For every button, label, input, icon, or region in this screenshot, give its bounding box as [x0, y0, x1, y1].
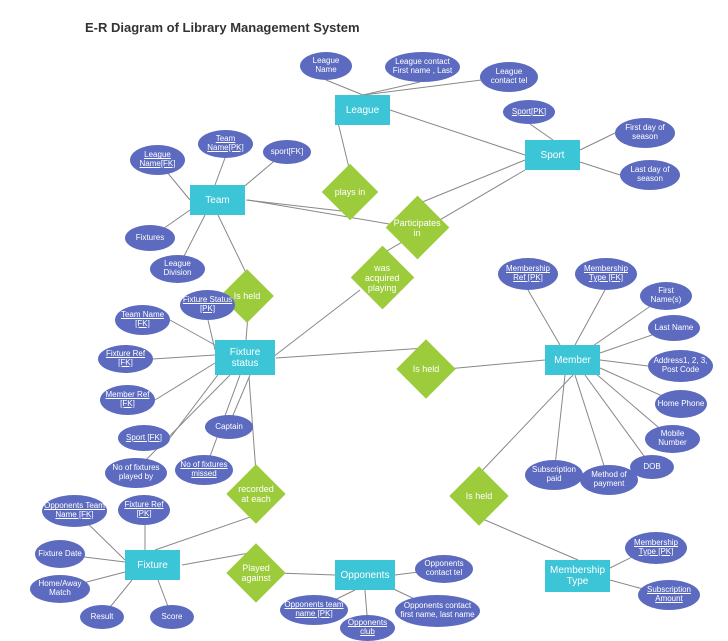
relationship-plays_in: plays in [322, 164, 379, 221]
attribute-league_division: League Division [150, 255, 205, 283]
attribute-fixture_status_pk: Fixture Status [PK] [180, 290, 235, 320]
attribute-league_name: League Name [300, 52, 352, 80]
entity-fixture_status: Fixture status [215, 340, 275, 375]
attribute-membership_ref_pk: Membership Ref [PK] [498, 258, 558, 290]
diagram-title: E-R Diagram of Library Management System [85, 20, 360, 35]
attribute-league_name_fk: League Name[FK] [130, 145, 185, 175]
attribute-first_day: First day of season [615, 118, 675, 148]
attribute-opp_contact_tel: Opponents contact tel [415, 555, 473, 583]
attribute-league_contact_name: League contact First name , Last [385, 52, 460, 82]
entity-member: Member [545, 345, 600, 375]
relationship-recorded_at: recorded at each [226, 464, 285, 523]
relationship-was_acquired: was acquired playing [351, 246, 415, 310]
attribute-address: Address1, 2, 3, Post Code [648, 350, 713, 382]
attribute-captain: Captain [205, 415, 253, 439]
attribute-member_ref_fk: Member Ref [FK] [100, 385, 155, 415]
attribute-membership_type_pk: Membership Type [PK] [625, 532, 687, 564]
attribute-opp_team_name_fk: Opponents Team Name [FK] [42, 495, 107, 527]
entity-fixture: Fixture [125, 550, 180, 580]
attribute-last_name: Last Name [648, 315, 700, 341]
entity-sport: Sport [525, 140, 580, 170]
attribute-mobile_number: Mobile Number [645, 425, 700, 453]
attribute-method_payment: Method of payment [580, 465, 638, 495]
attribute-opp_contact_name: Opponents contact first name, last name [395, 595, 480, 627]
relationship-is_held_2: Is held [396, 339, 455, 398]
attribute-result: Result [80, 605, 124, 629]
attribute-team_name_fk: Team Name [FK] [115, 305, 170, 335]
attribute-opp_club: Opponents club [340, 615, 395, 641]
relationship-is_held_3: Is held [449, 466, 508, 525]
attribute-home_phone: Home Phone [655, 390, 707, 418]
attribute-score: Score [150, 605, 194, 629]
attribute-subscription_amount: Subscription Amount [638, 580, 700, 610]
attribute-fixture_date: Fixture Date [35, 540, 85, 568]
attribute-no_played: No of fixtures played by [105, 458, 167, 488]
attribute-team_name_pk: Team Name[PK] [198, 130, 253, 158]
entity-league: League [335, 95, 390, 125]
relationship-played_against: Played against [226, 543, 285, 602]
attribute-fixture_ref_fk: Fixture Ref [FK] [98, 345, 153, 373]
attribute-membership_type_fk: Membership Type [FK] [575, 258, 637, 290]
attribute-sport_pk: Sport[PK] [503, 100, 555, 124]
attribute-fixture_ref_pk: Fixture Ref [PK] [118, 495, 170, 525]
attribute-league_contact_tel: League contact tel [480, 62, 538, 92]
entity-team: Team [190, 185, 245, 215]
attribute-home_away: Home/Away Match [30, 575, 90, 603]
attribute-fixtures: Fixtures [125, 225, 175, 251]
attribute-sport_fk_fs: Sport [FK] [118, 425, 170, 451]
attribute-first_names: First Name(s) [640, 282, 692, 310]
entity-membership_type: Membership Type [545, 560, 610, 592]
attribute-last_day: Last day of season [620, 160, 680, 190]
attribute-opp_team_name_pk: Opponents team name [PK] [280, 595, 348, 625]
attribute-subscription_paid: Subscription paid [525, 460, 583, 490]
attribute-sport_fk_team: sport[FK] [263, 140, 311, 164]
attribute-no_missed: No of fixtures missed [175, 455, 233, 485]
entity-opponents: Opponents [335, 560, 395, 590]
relationship-participates_in: Participates in [386, 196, 450, 260]
